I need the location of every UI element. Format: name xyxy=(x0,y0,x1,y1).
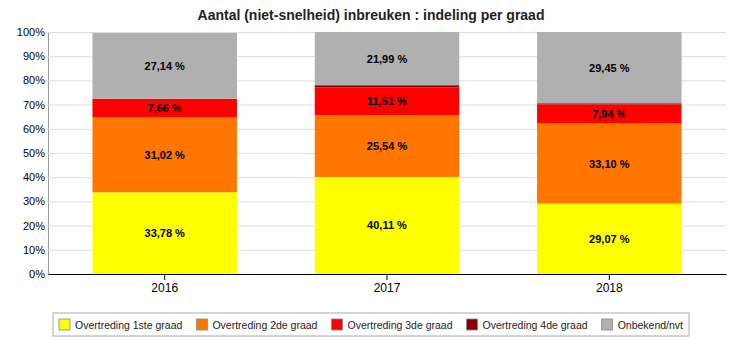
data-label: 7,66 % xyxy=(148,102,182,114)
bar xyxy=(315,85,459,87)
bar xyxy=(537,32,681,103)
bar xyxy=(315,177,459,274)
y-axis: 0% 10% 20% 30% 40% 50% 60% 70% 80% 90% 100% xyxy=(17,26,726,280)
bar xyxy=(537,103,681,104)
legend-swatch xyxy=(59,319,70,330)
bar xyxy=(315,87,459,115)
chart-title: Aantal (niet-snelheid) inbreuken : indel… xyxy=(198,7,545,23)
data-label: 11,51 % xyxy=(367,95,407,107)
bars xyxy=(92,32,681,274)
data-label: 31,02 % xyxy=(145,149,186,161)
legend-item: Overtreding 2de graad xyxy=(196,319,317,331)
x-tick-mark xyxy=(387,274,388,280)
data-label: 25,54 % xyxy=(367,140,408,152)
chart-svg: Aantal (niet-snelheid) inbreuken : indel… xyxy=(0,0,742,340)
bar xyxy=(92,192,236,274)
legend-swatch xyxy=(467,319,478,330)
data-label: 29,07 % xyxy=(589,233,630,245)
bar xyxy=(315,115,459,177)
data-label: 29,45 % xyxy=(589,62,630,74)
bar-series xyxy=(92,32,681,103)
legend-label: Overtreding 1ste graad xyxy=(75,319,183,331)
bar-series xyxy=(92,115,681,204)
legend-item: Overtreding 4de graad xyxy=(467,319,588,331)
legend-label: Overtreding 4de graad xyxy=(483,319,588,331)
y-tick-label: 80% xyxy=(23,74,45,86)
legend-label: Overtreding 2de graad xyxy=(212,319,317,331)
y-tick-label: 10% xyxy=(23,244,45,256)
y-tick-label: 100% xyxy=(17,26,45,38)
bar xyxy=(537,204,681,274)
bar xyxy=(537,124,681,204)
legend-frame xyxy=(53,313,689,336)
data-label: 33,10 % xyxy=(589,158,630,170)
data-label: 40,11 % xyxy=(367,219,407,231)
legend-swatch xyxy=(331,319,342,330)
y-tick-label: 20% xyxy=(23,220,45,232)
x-tick-mark xyxy=(164,274,165,280)
x-tick: 2016 xyxy=(151,274,178,295)
legend-item: Overtreding 1ste graad xyxy=(59,319,183,331)
x-tick-label: 2016 xyxy=(151,281,178,295)
y-axis-line xyxy=(49,33,727,275)
data-label: 7,94 % xyxy=(592,108,626,120)
legend: Overtreding 1ste graad Overtreding 2de gr… xyxy=(53,313,689,336)
legend-swatch xyxy=(196,319,207,330)
bar xyxy=(92,117,236,192)
data-labels: 33,78 % 40,11 % 29,07 % 31,02 % 25,54 % 33,10… xyxy=(145,53,630,245)
y-tick-label: 30% xyxy=(23,195,45,207)
bar xyxy=(537,104,681,123)
bar xyxy=(92,99,236,118)
x-tick-label: 2017 xyxy=(374,281,401,295)
legend-swatch xyxy=(602,319,613,330)
y-tick-label: 70% xyxy=(23,99,45,111)
bar xyxy=(315,32,459,85)
legend-label: Onbekend/nvt xyxy=(618,319,683,331)
x-tick: 2017 xyxy=(374,274,401,295)
y-tick-label: 50% xyxy=(23,147,45,159)
legend-items: Overtreding 1ste graad Overtreding 2de gr… xyxy=(59,319,683,331)
x-axis: 2016 2017 2018 xyxy=(49,274,727,295)
legend-item: Overtreding 3de graad xyxy=(331,319,452,331)
legend-label: Overtreding 3de graad xyxy=(347,319,452,331)
plot-area: 0%10%20%30%40%50%60%70%80%90%100%2016201… xyxy=(17,26,727,295)
x-tick: 2018 xyxy=(596,274,623,295)
data-label: 21,99 % xyxy=(367,53,408,65)
x-tick-mark xyxy=(609,274,610,280)
y-tick-label: 90% xyxy=(23,50,45,62)
y-tick-label: 0% xyxy=(29,268,45,280)
y-tick-label: 40% xyxy=(23,171,45,183)
chart-container: Aantal (niet-snelheid) inbreuken : indel… xyxy=(0,0,742,340)
x-tick-label: 2018 xyxy=(596,281,623,295)
data-label: 27,14 % xyxy=(145,60,186,72)
legend-item: Onbekend/nvt xyxy=(602,319,683,331)
data-label: 33,78 % xyxy=(145,227,186,239)
y-tick-label: 60% xyxy=(23,123,45,135)
bar xyxy=(92,33,236,99)
